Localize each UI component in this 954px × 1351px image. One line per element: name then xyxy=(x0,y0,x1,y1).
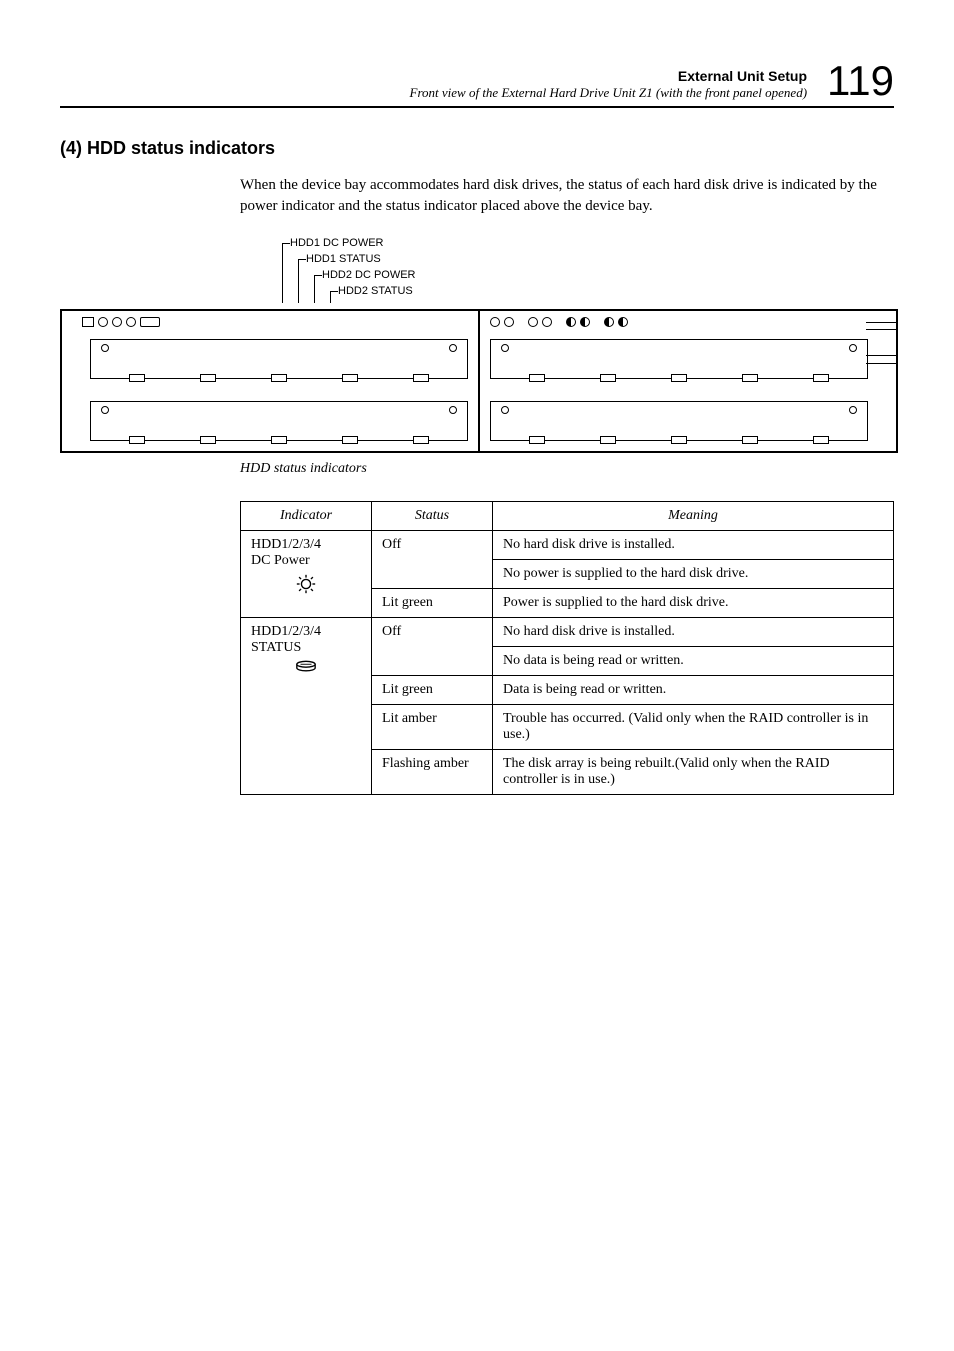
figure-diagram: HDD1 DC POWER HDD1 STATUS HDD2 DC POWER … xyxy=(60,235,894,453)
cell-status: Flashing amber xyxy=(372,750,493,795)
panel-left xyxy=(62,311,478,451)
cell-meaning: No hard disk drive is installed. xyxy=(493,531,894,560)
content-column: When the device bay accommodates hard di… xyxy=(240,175,894,795)
cell-meaning: The disk array is being rebuilt.(Valid o… xyxy=(493,750,894,795)
cell-meaning: No data is being read or written. xyxy=(493,647,894,676)
table-header-row: Indicator Status Meaning xyxy=(241,502,894,531)
col-meaning: Meaning xyxy=(493,502,894,531)
callout-line xyxy=(314,275,315,303)
figure-caption: HDD status indicators xyxy=(240,461,894,477)
table-row: HDD1/2/3/4 STATUS Off No hard disk drive… xyxy=(241,618,894,647)
col-status: Status xyxy=(372,502,493,531)
cell-meaning: Power is supplied to the hard disk drive… xyxy=(493,589,894,618)
cell-status: Off xyxy=(372,531,493,589)
screw-icon xyxy=(449,344,457,352)
callout-line xyxy=(866,322,896,323)
indicator-line1: HDD1/2/3/4 xyxy=(251,537,321,552)
slot-row xyxy=(129,374,429,384)
indicator-line2: DC Power xyxy=(251,553,310,568)
cell-meaning: No power is supplied to the hard disk dr… xyxy=(493,560,894,589)
panel-right xyxy=(480,311,896,451)
front-panel-diagram: —HDD4 STATUS —HDD4 DC POWER —HDD3 STATUS… xyxy=(60,309,898,453)
led-group-right xyxy=(490,317,628,327)
cell-status: Off xyxy=(372,618,493,676)
header-text-block: External Unit Setup Front view of the Ex… xyxy=(410,67,808,102)
cell-status: Lit amber xyxy=(372,705,493,750)
callout-line xyxy=(866,329,896,330)
callout-hdd2-status: HDD2 STATUS xyxy=(338,283,413,300)
callout-line xyxy=(282,243,290,244)
cell-indicator: HDD1/2/3/4 STATUS xyxy=(241,618,372,795)
callout-hdd1-dc: HDD1 DC POWER xyxy=(290,235,384,252)
screw-icon xyxy=(101,344,109,352)
drive-bay xyxy=(90,339,468,379)
table-row: HDD1/2/3/4 DC Power Off No hard disk dri… xyxy=(241,531,894,560)
cell-status: Lit green xyxy=(372,589,493,618)
header-subtitle: Front view of the External Hard Drive Un… xyxy=(410,85,808,102)
callout-line xyxy=(298,259,299,303)
callout-hdd2-dc: HDD2 DC POWER xyxy=(322,267,416,284)
callout-line xyxy=(330,291,331,303)
drive-bay xyxy=(490,401,868,441)
slot-row xyxy=(529,436,829,446)
screw-icon xyxy=(501,406,509,414)
page-number: 119 xyxy=(827,60,894,102)
status-table: Indicator Status Meaning HDD1/2/3/4 DC P… xyxy=(240,501,894,795)
screw-icon xyxy=(849,344,857,352)
page-header: External Unit Setup Front view of the Ex… xyxy=(60,60,894,108)
cell-indicator: HDD1/2/3/4 DC Power xyxy=(241,531,372,618)
slot-row xyxy=(529,374,829,384)
disk-icon xyxy=(295,660,317,674)
callout-line xyxy=(866,355,896,356)
led-group-left xyxy=(82,317,160,327)
drive-bay xyxy=(90,401,468,441)
callout-line xyxy=(298,259,306,260)
col-indicator: Indicator xyxy=(241,502,372,531)
callout-line xyxy=(866,363,896,364)
section-heading: (4) HDD status indicators xyxy=(60,138,894,159)
indicator-line2: STATUS xyxy=(251,640,301,655)
cell-meaning: No hard disk drive is installed. xyxy=(493,618,894,647)
screw-icon xyxy=(849,406,857,414)
intro-paragraph: When the device bay accommodates hard di… xyxy=(240,175,894,217)
indicator-line1: HDD1/2/3/4 xyxy=(251,624,321,639)
drive-bay xyxy=(490,339,868,379)
screw-icon xyxy=(101,406,109,414)
cell-meaning: Trouble has occurred. (Valid only when t… xyxy=(493,705,894,750)
screw-icon xyxy=(501,344,509,352)
callout-line xyxy=(314,275,322,276)
screw-icon xyxy=(449,406,457,414)
header-title: External Unit Setup xyxy=(410,67,808,85)
cell-meaning: Data is being read or written. xyxy=(493,676,894,705)
power-icon xyxy=(295,573,317,595)
callout-line xyxy=(282,243,283,303)
callout-hdd1-status: HDD1 STATUS xyxy=(306,251,381,268)
callout-line xyxy=(330,291,338,292)
cell-status: Lit green xyxy=(372,676,493,705)
callout-tree-top: HDD1 DC POWER HDD1 STATUS HDD2 DC POWER … xyxy=(270,235,894,303)
slot-row xyxy=(129,436,429,446)
